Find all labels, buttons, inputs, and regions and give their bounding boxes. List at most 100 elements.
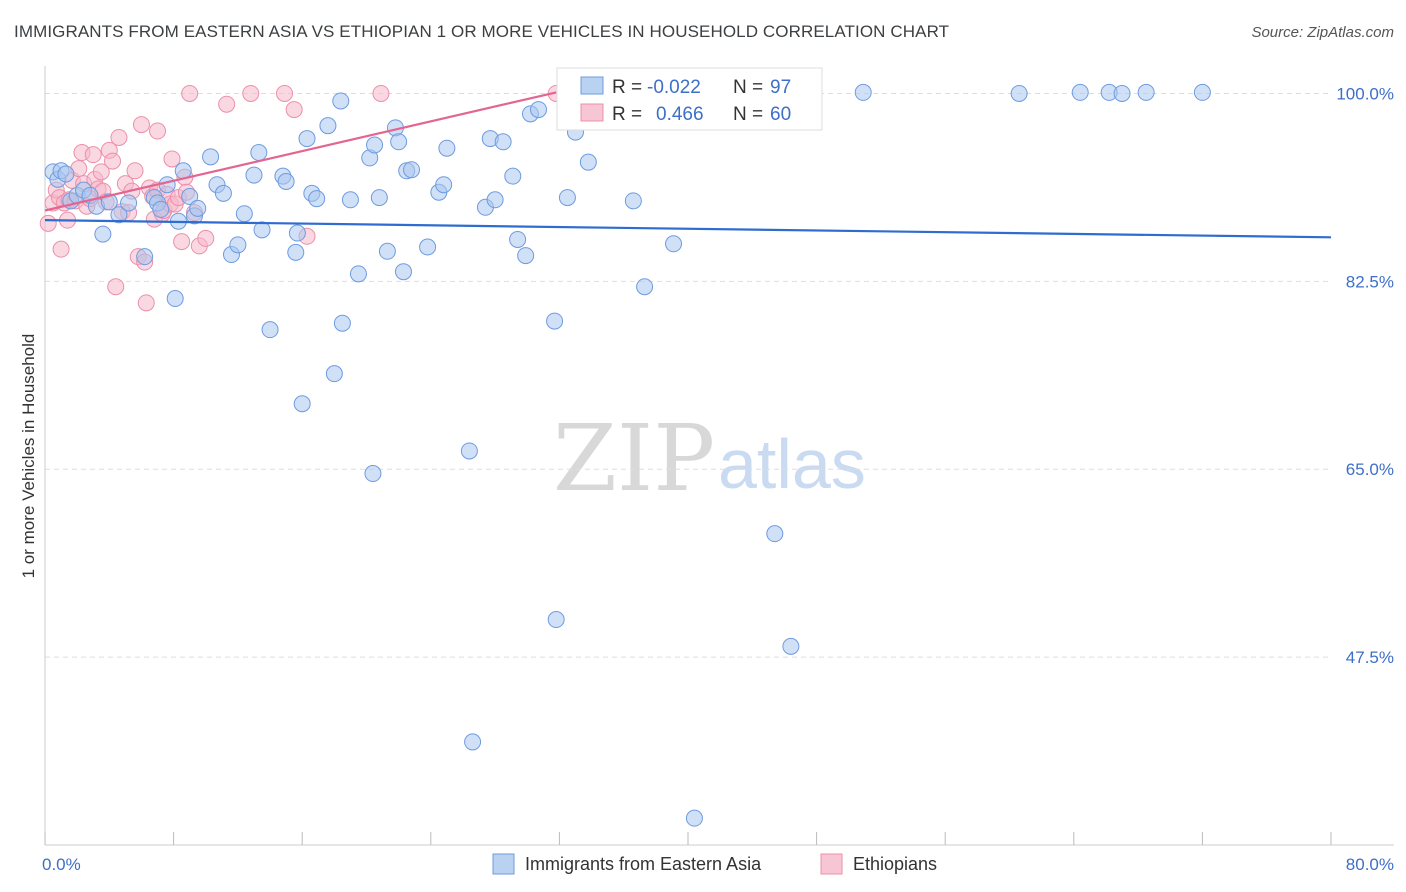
ethiopians-point-23 bbox=[107, 278, 125, 296]
eastern-asia-point-81 bbox=[636, 278, 654, 296]
eastern-asia-point-24 bbox=[202, 148, 220, 166]
ethiopians-point-38 bbox=[149, 122, 167, 140]
eastern-asia-point-55 bbox=[394, 263, 412, 281]
eastern-asia-point-36 bbox=[287, 243, 305, 261]
series-legend: Immigrants from Eastern Asia Ethiopians bbox=[492, 853, 937, 875]
eastern-asia-point-69 bbox=[509, 230, 527, 248]
y-tick-label-0: 47.5% bbox=[1346, 648, 1394, 667]
y-tick-label-1: 65.0% bbox=[1346, 460, 1394, 479]
eastern-asia-point-50 bbox=[366, 136, 384, 154]
eastern-asia-point-43 bbox=[325, 365, 343, 383]
eastern-asia-point-61 bbox=[438, 139, 456, 157]
eastern-asia-point-11 bbox=[110, 206, 128, 224]
eastern-asia-point-58 bbox=[419, 238, 437, 256]
stats-n-label-pink: N = bbox=[733, 104, 763, 125]
ethiopians-point-52 bbox=[197, 229, 215, 247]
trend-line-eastern-asia bbox=[44, 219, 1332, 239]
eastern-asia-point-60 bbox=[435, 176, 453, 194]
eastern-asia-point-3 bbox=[57, 165, 75, 183]
eastern-asia-point-30 bbox=[245, 166, 263, 184]
eastern-asia-point-38 bbox=[293, 395, 311, 413]
trend-line-ethiopians bbox=[44, 91, 557, 212]
ethiopians-point-18 bbox=[92, 163, 110, 181]
eastern-asia-point-66 bbox=[486, 191, 504, 209]
eastern-asia-point-23 bbox=[189, 199, 207, 217]
ethiopians-point-22 bbox=[104, 152, 122, 170]
eastern-asia-point-41 bbox=[308, 190, 326, 208]
ethiopians-point-55 bbox=[276, 84, 294, 102]
eastern-asia-point-93 bbox=[1113, 84, 1131, 102]
eastern-asia-point-51 bbox=[370, 189, 388, 207]
eastern-asia-point-52 bbox=[378, 242, 396, 260]
grid-lines bbox=[45, 92, 1331, 658]
eastern-asia-point-49 bbox=[364, 465, 382, 483]
trend-lines bbox=[44, 91, 1332, 239]
eastern-asia-point-47 bbox=[349, 265, 367, 283]
ethiopians-point-0 bbox=[39, 214, 57, 232]
stats-r-label-pink: R = bbox=[612, 104, 642, 125]
stats-n-value-blue: 97 bbox=[770, 77, 791, 98]
eastern-asia-point-84 bbox=[685, 809, 703, 827]
eastern-asia-point-83 bbox=[665, 235, 683, 253]
eastern-asia-point-57 bbox=[403, 161, 421, 179]
eastern-asia-point-80 bbox=[624, 192, 642, 210]
watermark-atlas: atlas bbox=[718, 425, 866, 503]
stats-n-value-pink: 60 bbox=[770, 104, 791, 125]
ethiopians-point-56 bbox=[285, 101, 303, 119]
ethiopians-point-4 bbox=[52, 240, 70, 258]
eastern-asia-point-67 bbox=[494, 133, 512, 151]
eastern-asia-point-32 bbox=[253, 221, 271, 239]
ethiopians-point-31 bbox=[132, 116, 150, 134]
eastern-asia-point-9 bbox=[94, 225, 112, 243]
eastern-asia-point-29 bbox=[235, 205, 253, 223]
stats-legend: R = -0.022 N = 97 R = 0.466 N = 60 bbox=[556, 67, 823, 131]
eastern-asia-point-94 bbox=[1137, 83, 1155, 101]
stats-r-value-blue: -0.022 bbox=[647, 77, 701, 98]
ethiopians-point-15 bbox=[84, 146, 102, 164]
eastern-asia-point-46 bbox=[341, 191, 359, 209]
eastern-asia-point-73 bbox=[546, 312, 564, 330]
eastern-asia-point-37 bbox=[288, 224, 306, 242]
eastern-asia-point-13 bbox=[136, 248, 154, 266]
eastern-asia-points bbox=[44, 83, 1211, 827]
eastern-asia-point-54 bbox=[390, 133, 408, 151]
ethiopians-point-53 bbox=[218, 95, 236, 113]
ethiopians-points bbox=[39, 84, 565, 312]
eastern-asia-point-95 bbox=[1193, 83, 1211, 101]
stats-swatch-pink bbox=[580, 103, 604, 122]
eastern-asia-point-31 bbox=[250, 144, 268, 162]
eastern-asia-point-33 bbox=[261, 321, 279, 339]
eastern-asia-point-28 bbox=[229, 236, 247, 254]
ethiopians-point-46 bbox=[173, 233, 191, 251]
eastern-asia-point-72 bbox=[530, 101, 548, 119]
chart-source: Source: ZipAtlas.com bbox=[1251, 24, 1394, 41]
ethiopians-point-49 bbox=[181, 84, 199, 102]
eastern-asia-point-74 bbox=[547, 611, 565, 629]
eastern-asia-point-68 bbox=[504, 167, 522, 185]
ethiopians-point-54 bbox=[242, 84, 260, 102]
eastern-asia-point-21 bbox=[181, 188, 199, 206]
watermark: ZIP atlas bbox=[553, 405, 866, 512]
eastern-asia-point-16 bbox=[152, 200, 170, 218]
eastern-asia-point-86 bbox=[766, 525, 784, 543]
watermark-zip: ZIP bbox=[553, 405, 715, 512]
eastern-asia-point-89 bbox=[854, 83, 872, 101]
y-axis-title: 1 or more Vehicles in Household bbox=[19, 334, 38, 579]
ethiopians-point-29 bbox=[126, 162, 144, 180]
eastern-asia-point-87 bbox=[782, 637, 800, 655]
tick-labels: 47.5% 65.0% 82.5% 100.0% 0.0% 80.0% bbox=[42, 84, 1394, 874]
eastern-asia-point-45 bbox=[333, 314, 351, 332]
axes bbox=[44, 66, 1394, 846]
ethiopians-point-58 bbox=[372, 84, 390, 102]
eastern-asia-point-91 bbox=[1071, 83, 1089, 101]
eastern-asia-point-35 bbox=[277, 173, 295, 191]
eastern-asia-point-90 bbox=[1010, 84, 1028, 102]
legend-swatch-ethiopians bbox=[820, 853, 843, 875]
eastern-asia-point-42 bbox=[319, 117, 337, 135]
eastern-asia-point-44 bbox=[332, 92, 350, 110]
legend-label-ethiopians: Ethiopians bbox=[853, 854, 937, 874]
eastern-asia-point-75 bbox=[558, 189, 576, 207]
ethiopians-point-33 bbox=[137, 294, 155, 312]
eastern-asia-point-12 bbox=[120, 194, 138, 212]
